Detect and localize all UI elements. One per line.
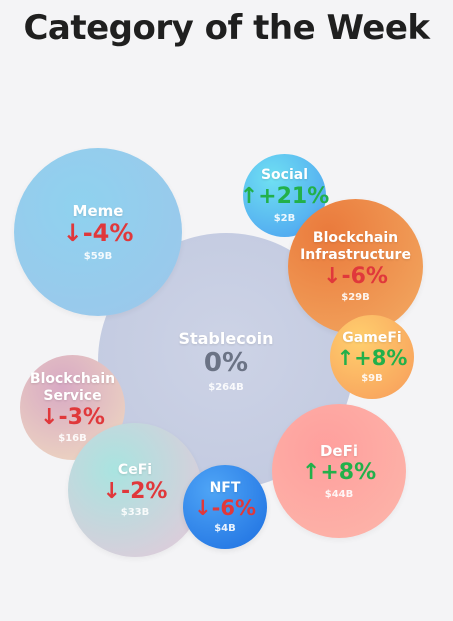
- bubble-market-cap: $2B: [273, 212, 296, 224]
- bubble-name: DeFi: [319, 442, 358, 461]
- bubble-market-cap: $44B: [324, 488, 354, 500]
- bubble-change: ↓-6%: [194, 496, 256, 521]
- bubble-market-cap: $29B: [341, 291, 370, 303]
- bubble-change: ↑+8%: [301, 460, 377, 486]
- bubble-change: ↓-4%: [62, 219, 134, 248]
- bubble-change: ↓-2%: [102, 478, 168, 504]
- bubble-name: Stablecoin: [178, 329, 274, 349]
- bubble-name: CeFi: [117, 461, 153, 478]
- bubble-change: ↑+8%: [336, 346, 408, 371]
- bubble-name-line1: Blockchain: [29, 371, 116, 388]
- bubble-gamefi[interactable]: GameFi ↑+8% $9B: [330, 315, 414, 399]
- bubble-market-cap: $59B: [83, 250, 113, 262]
- bubble-name: GameFi: [342, 329, 402, 346]
- page-title: Category of the Week: [23, 8, 430, 48]
- bubble-name-line2: Infrastructure: [300, 246, 411, 263]
- bubble-meme[interactable]: Meme ↓-4% $59B: [14, 148, 182, 316]
- bubble-change: 0%: [203, 347, 249, 378]
- bubble-market-cap: $9B: [361, 373, 383, 385]
- bubble-name-line1: Blockchain: [312, 230, 399, 247]
- bubble-change: ↓-6%: [323, 263, 388, 289]
- bubble-name: Social: [260, 167, 309, 184]
- bubble-market-cap: $4B: [214, 523, 236, 535]
- bubble-nft[interactable]: NFT ↓-6% $4B: [183, 465, 267, 549]
- bubble-market-cap: $264B: [208, 381, 244, 393]
- bubble-social[interactable]: Social ↑+21% $2B: [240, 154, 329, 237]
- bubble-blockchain-infrastructure[interactable]: Blockchain Infrastructure ↓-6% $29B: [288, 199, 423, 334]
- bubble-change: ↓-3%: [40, 404, 105, 430]
- bubble-change: ↑+21%: [239, 184, 330, 210]
- bubble-name-line2: Service: [43, 387, 102, 404]
- bubble-name: Meme: [72, 202, 124, 221]
- bubble-cefi[interactable]: CeFi ↓-2% $33B: [68, 423, 202, 557]
- bubble-market-cap: $16B: [58, 432, 87, 444]
- bubble-defi[interactable]: DeFi ↑+8% $44B: [272, 404, 406, 538]
- bubble-market-cap: $33B: [120, 507, 150, 519]
- bubble-name: NFT: [209, 479, 241, 496]
